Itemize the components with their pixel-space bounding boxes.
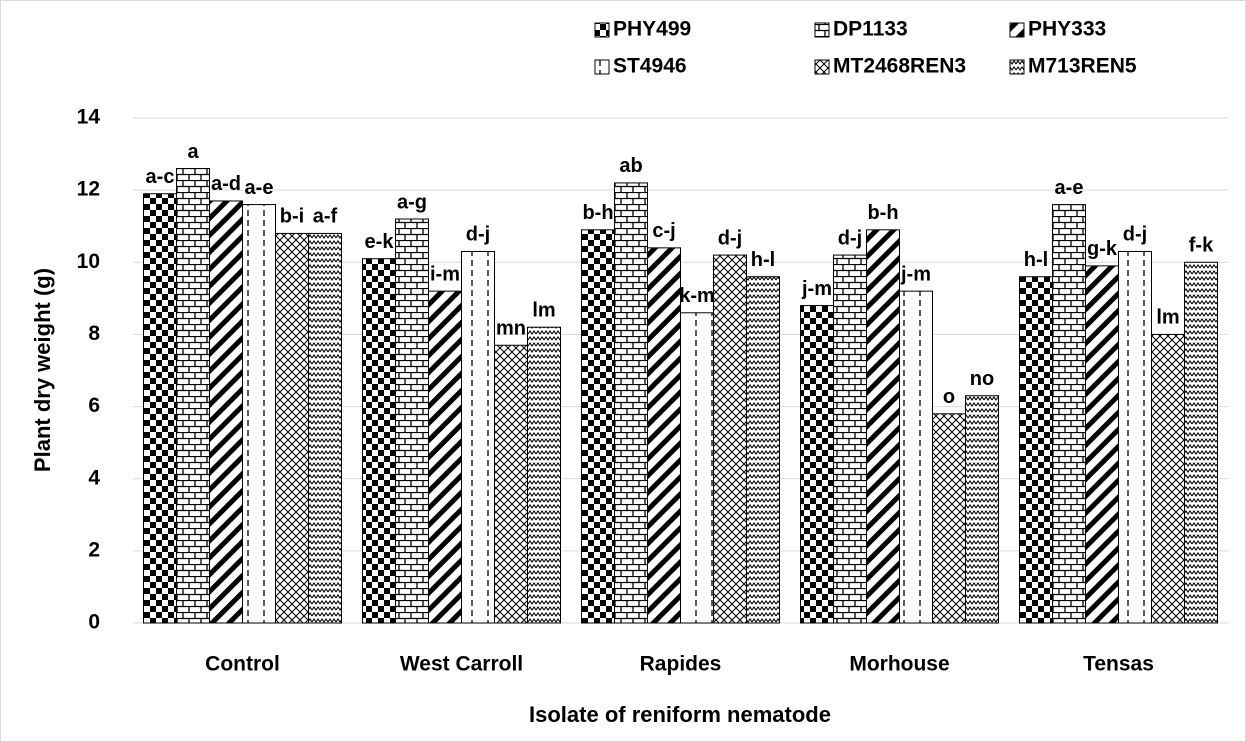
bar xyxy=(647,247,681,624)
bar-letter: c-j xyxy=(652,220,675,242)
legend-swatch xyxy=(814,22,830,38)
x-tick-label: Morhouse xyxy=(849,653,949,676)
legend-swatch xyxy=(814,59,830,75)
bar xyxy=(428,290,462,624)
bar-letter: d-j xyxy=(838,227,862,249)
bar xyxy=(614,182,648,624)
bar-letter: b-i xyxy=(280,206,304,228)
bar xyxy=(1085,265,1119,624)
x-tick-label: Control xyxy=(205,653,280,676)
bar xyxy=(713,254,747,624)
y-tick-label: 10 xyxy=(77,250,100,273)
y-tick-label: 8 xyxy=(88,322,100,345)
bar xyxy=(527,326,561,624)
bar xyxy=(866,229,900,624)
legend-label: ST4946 xyxy=(613,55,687,78)
bar-letter: a xyxy=(187,141,199,163)
bar xyxy=(461,250,495,624)
bar-letter: f-k xyxy=(1189,235,1214,257)
bar xyxy=(1151,333,1185,624)
bar-letter: ab xyxy=(619,155,642,177)
bar-letter: d-j xyxy=(466,224,490,246)
bar xyxy=(395,218,429,624)
legend-swatch xyxy=(594,22,610,38)
y-tick-label: 12 xyxy=(77,178,100,201)
legend-swatch xyxy=(1009,22,1025,38)
bar-letter: a-d xyxy=(211,173,241,195)
bar-letter: a-c xyxy=(146,166,175,188)
bar-letter: d-j xyxy=(1123,224,1147,246)
legend-label: PHY333 xyxy=(1028,18,1106,41)
bar-letter: o xyxy=(943,386,955,408)
legend-label: MT2468REN3 xyxy=(833,55,966,78)
y-tick-label: 2 xyxy=(88,538,100,561)
bar-letter: d-j xyxy=(718,227,742,249)
bar xyxy=(242,204,276,624)
bar xyxy=(1052,204,1086,624)
bar xyxy=(308,232,342,624)
bar xyxy=(1184,261,1218,624)
bar xyxy=(1019,276,1053,624)
bar-letter: b-h xyxy=(867,202,898,224)
bar-letter: h-l xyxy=(751,249,775,271)
bar xyxy=(362,258,396,624)
bar-letter: j-m xyxy=(900,263,931,285)
bar xyxy=(176,168,210,624)
y-tick-label: 4 xyxy=(88,466,100,489)
legend-swatch xyxy=(594,59,610,75)
y-tick-label: 6 xyxy=(88,394,100,417)
bar xyxy=(800,305,834,624)
y-tick-label: 0 xyxy=(88,611,100,634)
bar-letter: lm xyxy=(1156,307,1179,329)
bar-letter: g-k xyxy=(1087,238,1118,260)
bar xyxy=(275,232,309,624)
bar xyxy=(209,200,243,624)
bar-letter: b-h xyxy=(582,202,613,224)
bar-letter: mn xyxy=(496,318,526,340)
legend-label: PHY499 xyxy=(613,18,691,41)
bar-letter: e-k xyxy=(365,231,395,253)
bar-letter: i-m xyxy=(430,263,460,285)
legend-label: M713REN5 xyxy=(1028,55,1137,78)
bar xyxy=(581,229,615,624)
bar xyxy=(833,254,867,624)
x-tick-label: West Carroll xyxy=(400,653,523,676)
y-tick-label: 14 xyxy=(77,106,101,129)
bar xyxy=(680,312,714,624)
y-axis-title: Plant dry weight (g) xyxy=(30,268,55,472)
bar-letter: j-m xyxy=(801,278,832,300)
bar-letter: h-l xyxy=(1024,249,1048,271)
legend-label: DP1133 xyxy=(833,18,908,41)
x-tick-label: Tensas xyxy=(1083,653,1154,676)
bar-letter: a-f xyxy=(313,206,338,228)
bar xyxy=(494,344,528,624)
bar xyxy=(143,193,177,624)
x-axis-title: Isolate of reniform nematode xyxy=(529,702,831,727)
bar-letter: a-e xyxy=(245,177,274,199)
bar-letter: k-m xyxy=(679,285,715,307)
bar-letter: a-e xyxy=(1055,177,1084,199)
bar xyxy=(899,290,933,624)
bar xyxy=(1118,250,1152,624)
bar-letter: lm xyxy=(532,299,555,321)
x-tick-label: Rapides xyxy=(640,653,722,676)
bar xyxy=(965,395,999,624)
bar xyxy=(932,413,966,624)
bar xyxy=(746,276,780,624)
bar-letter: no xyxy=(970,368,994,390)
legend-swatch xyxy=(1009,59,1025,75)
bar-letter: a-g xyxy=(397,191,427,213)
